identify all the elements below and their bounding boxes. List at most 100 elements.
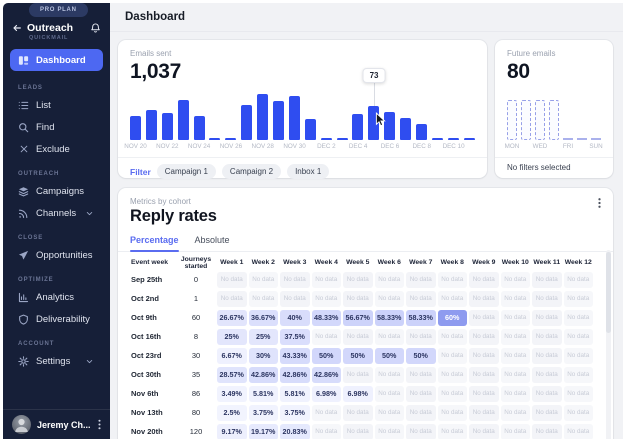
sidebar-item-settings[interactable]: Settings	[10, 353, 103, 369]
sidebar-item-opportunities[interactable]: Opportunities	[10, 247, 103, 263]
chart-bar[interactable]	[209, 138, 221, 140]
no-data-cell: No data	[280, 271, 310, 288]
chart-bar[interactable]	[447, 138, 459, 140]
reply-rate-cell[interactable]: 58.33%	[406, 309, 436, 326]
no-data-cell: No data	[437, 366, 467, 383]
list-icon	[18, 100, 29, 111]
cohort-menu-kebab-icon[interactable]	[598, 197, 601, 209]
chart-bar[interactable]	[463, 138, 475, 140]
sidebar-item-label: Exclude	[36, 143, 70, 155]
reply-rate-cell[interactable]: 40%	[280, 309, 310, 326]
chart-bar[interactable]	[161, 113, 173, 140]
user-row[interactable]: Jeremy Ch...	[3, 409, 110, 439]
reply-rate-cell[interactable]: 43.33%	[280, 347, 310, 364]
bell-icon[interactable]	[90, 22, 101, 34]
reply-rate-cell[interactable]: 5.81%	[280, 385, 310, 402]
reply-rate-cell[interactable]: 42.86%	[280, 366, 310, 383]
tab-absolute[interactable]: Absolute	[194, 235, 230, 245]
reply-rate-cell[interactable]: 3.75%	[248, 404, 278, 421]
reply-rate-cell[interactable]: 25%	[248, 328, 278, 345]
table-row: Oct 9th 60 26.67% 36.67% 40% 48.33% 56.67% 58.3…	[130, 308, 601, 327]
no-data-cell: No data	[374, 290, 404, 307]
workspace-label: QUICKMAIL	[29, 35, 69, 41]
sidebar-item-list[interactable]: List	[10, 97, 103, 113]
future-bar[interactable]	[521, 99, 531, 140]
chart-bar[interactable]	[352, 114, 364, 140]
x-icon	[18, 144, 29, 154]
reply-rate-cell[interactable]: 60%	[437, 309, 467, 326]
future-bar[interactable]	[535, 99, 545, 140]
reply-rate-cell[interactable]: 26.67%	[217, 309, 247, 326]
event-week-cell: Sep 25th	[131, 275, 163, 284]
back-arrow-icon[interactable]	[12, 23, 22, 33]
chart-bar[interactable]	[145, 110, 157, 140]
table-row: Oct 23rd 30 6.67% 30% 43.33% 50% 50% 50% 50% No d…	[130, 346, 601, 365]
filter-button[interactable]: Filter	[130, 166, 151, 177]
reply-rate-cell[interactable]: 6.98%	[343, 385, 373, 402]
reply-rate-cell[interactable]: 25%	[217, 328, 247, 345]
sidebar-item-find[interactable]: Find	[10, 119, 103, 135]
reply-rate-cell[interactable]: 50%	[406, 347, 436, 364]
no-data-cell: No data	[563, 309, 593, 326]
reply-rate-cell[interactable]: 5.81%	[248, 385, 278, 402]
chart-bar[interactable]	[177, 99, 189, 140]
filter-chip[interactable]: Campaign 1	[156, 164, 216, 179]
reply-rate-cell[interactable]: 19.17%	[248, 423, 278, 439]
no-data-cell: No data	[532, 366, 562, 383]
future-bar[interactable]	[507, 99, 517, 140]
user-menu-kebab-icon[interactable]	[98, 419, 101, 430]
chart-bar[interactable]	[416, 123, 428, 140]
reply-rate-cell[interactable]: 50%	[343, 347, 373, 364]
chart-bar[interactable]	[241, 104, 253, 140]
chart-bar[interactable]	[336, 138, 348, 140]
reply-rate-cell[interactable]: 3.49%	[217, 385, 247, 402]
sidebar-item-campaigns[interactable]: Campaigns	[10, 183, 103, 199]
reply-rate-cell[interactable]: 50%	[311, 347, 341, 364]
chart-bar[interactable]	[288, 96, 300, 140]
chart-bar[interactable]	[384, 112, 396, 140]
chart-bar[interactable]	[193, 116, 205, 140]
reply-rate-cell[interactable]: 58.33%	[374, 309, 404, 326]
chart-bar[interactable]	[400, 117, 412, 140]
reply-rate-cell[interactable]: 37.5%	[280, 328, 310, 345]
reply-rate-cell[interactable]: 56.67%	[343, 309, 373, 326]
filter-chip[interactable]: Campaign 2	[221, 164, 282, 179]
reply-rate-cell[interactable]: 28.57%	[217, 366, 247, 383]
sidebar-item-exclude[interactable]: Exclude	[10, 141, 103, 157]
reply-rate-cell[interactable]: 20.83%	[280, 423, 310, 439]
reply-rate-cell[interactable]: 3.75%	[280, 404, 310, 421]
window-frame: PRO PLAN Outreach QUICKMAIL Dashboard LEA…	[3, 3, 623, 439]
reply-rate-cell[interactable]: 42.86%	[311, 366, 341, 383]
chart-bar[interactable]	[368, 106, 380, 140]
chart-bar[interactable]	[320, 138, 332, 140]
sidebar-item-analytics[interactable]: Analytics	[10, 289, 103, 305]
x-tick-label: NOV 28	[251, 143, 274, 150]
no-data-cell: No data	[374, 271, 404, 288]
filter-chip[interactable]: Inbox 1	[287, 164, 330, 179]
reply-rate-cell[interactable]: 42.86%	[248, 366, 278, 383]
event-week-cell: Nov 13th	[131, 408, 163, 417]
reply-rate-cell[interactable]: 2.5%	[217, 404, 247, 421]
reply-rate-cell[interactable]: 9.17%	[217, 423, 247, 439]
journeys-started-cell: 80	[191, 408, 201, 417]
emails-sent-x-axis: NOV 20 NOV 22 NOV 24 NOV 26 NOV 28 NOV 30 DEC …	[124, 143, 475, 152]
reply-rate-cell[interactable]: 6.98%	[311, 385, 341, 402]
chart-bar[interactable]	[273, 100, 285, 140]
chevron-down-icon	[84, 357, 95, 366]
chart-bar[interactable]	[130, 116, 141, 140]
chart-bar[interactable]	[225, 138, 237, 140]
sidebar-item-channels[interactable]: Channels	[10, 205, 103, 221]
reply-rate-cell[interactable]: 36.67%	[248, 309, 278, 326]
table-scrollbar[interactable]	[606, 250, 611, 439]
chart-bar[interactable]	[304, 119, 316, 140]
reply-rate-cell[interactable]: 6.67%	[217, 347, 247, 364]
reply-rate-cell[interactable]: 50%	[374, 347, 404, 364]
reply-rate-cell[interactable]: 30%	[248, 347, 278, 364]
future-bar[interactable]	[549, 99, 559, 140]
tab-percentage[interactable]: Percentage	[130, 235, 179, 252]
sidebar-item-deliverability[interactable]: Deliverability	[10, 311, 103, 327]
chart-bar[interactable]	[257, 94, 269, 140]
chart-bar[interactable]	[431, 138, 443, 140]
sidebar-item-dashboard[interactable]: Dashboard	[10, 49, 103, 71]
reply-rate-cell[interactable]: 48.33%	[311, 309, 341, 326]
